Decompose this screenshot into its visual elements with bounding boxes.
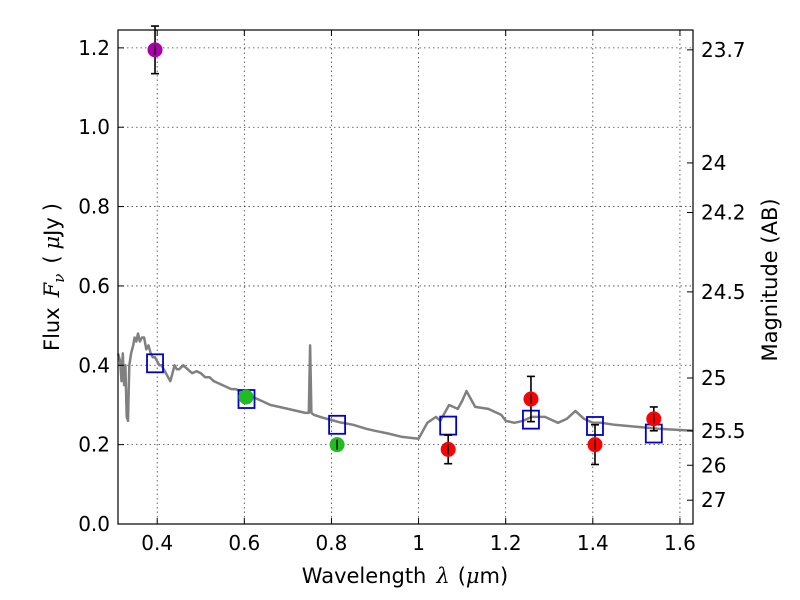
axis-ticks: 0.4 0.6 0.8 1 1.2 1.4 1.6 0.0 0.2 0.4 0.6 0.8 1.0 1.2… <box>78 30 746 555</box>
grid-lines <box>118 30 693 525</box>
x-axis-label: Wavelength λ (μm) <box>302 564 508 588</box>
y-axis-close-paren: ) <box>40 203 64 211</box>
y2-tick-label: 24.2 <box>701 201 746 225</box>
plot-area <box>116 25 694 466</box>
y-axis-unit: Jy <box>40 217 64 238</box>
x-tick-label: 1.6 <box>664 531 696 555</box>
y-tick-label: 0.8 <box>78 195 110 219</box>
x-tick-label: 0.4 <box>141 531 173 555</box>
x-tick-label: 0.6 <box>228 531 260 555</box>
y2-tick-label: 25.5 <box>701 419 746 443</box>
x-axis-lambda: λ <box>435 564 449 588</box>
model-photometry-square <box>146 353 164 374</box>
y-axis-open-paren: ( <box>40 255 64 263</box>
x-axis-label-word: Wavelength <box>302 564 427 588</box>
y-tick-label: 1.0 <box>78 115 110 139</box>
x-tick-label: 1 <box>412 531 425 555</box>
model-photometry-square <box>439 415 458 436</box>
x-tick-label: 0.8 <box>316 531 348 555</box>
y2-tick-label: 27 <box>701 488 726 512</box>
model-sed-line <box>116 332 694 440</box>
y-tick-label: 0.0 <box>78 512 110 536</box>
plot-frame <box>117 29 694 525</box>
y2-tick-label: 24 <box>701 151 726 175</box>
x-axis-open-paren: ( <box>458 564 466 588</box>
x-tick-label: 1.2 <box>490 531 522 555</box>
y-axis-F: F <box>40 281 64 298</box>
model-photometry-square <box>328 414 347 435</box>
x-axis-unit: m) <box>480 564 509 588</box>
y-axis-label-word: Flux <box>40 307 64 351</box>
y2-tick-label: 24.5 <box>701 280 746 304</box>
y2-tick-label: 26 <box>701 453 726 477</box>
y-axis-label: Flux Fν ( μJy) <box>40 203 68 351</box>
x-axis-mu: μ <box>466 564 480 588</box>
observed-point <box>238 389 254 405</box>
y-axis-nu: ν <box>50 274 68 283</box>
y2-tick-label: 23.7 <box>701 38 746 62</box>
y-tick-label: 0.6 <box>78 274 110 298</box>
x-tick-label: 1.4 <box>577 531 609 555</box>
y-axis-mu: μ <box>40 236 64 250</box>
y-tick-label: 0.2 <box>78 433 110 457</box>
y-tick-label: 1.2 <box>78 36 110 60</box>
y-tick-label: 0.4 <box>78 353 110 377</box>
y2-axis-label: Magnitude (AB) <box>758 198 782 361</box>
y2-tick-label: 25 <box>701 366 726 390</box>
